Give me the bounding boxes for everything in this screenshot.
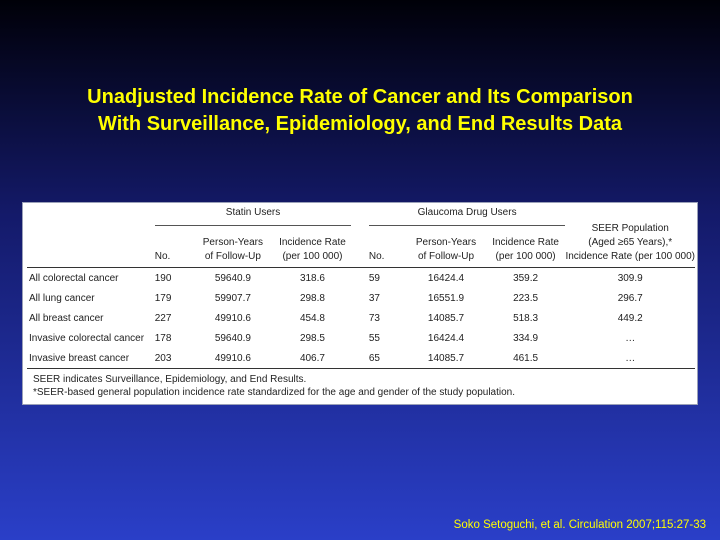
title-line-1: Unadjusted Incidence Rate of Cancer and … — [87, 86, 633, 108]
table-row: All lung cancer 179 59907.7 298.8 37 165… — [29, 292, 643, 304]
table-row: Invasive colorectal cancer 178 59640.9 2… — [29, 332, 636, 344]
footnote-asterisk: *SEER-based general population incidence… — [33, 387, 516, 398]
col-no: No. — [154, 251, 171, 262]
col-person-years: Person-Years of Follow-Up — [202, 237, 263, 262]
table-row: All breast cancer 227 49910.6 454.8 73 1… — [29, 312, 643, 324]
slide-title: Unadjusted Incidence Rate of Cancer and … — [0, 84, 720, 138]
seer-header-line-3: Incidence Rate (per 100 000) — [565, 251, 695, 262]
seer-header-line-2: (Aged ≥65 Years),* — [588, 237, 673, 248]
table-footnotes: SEER indicates Surveillance, Epidemiolog… — [33, 373, 515, 399]
table-row: Invasive breast cancer 203 49910.6 406.7… — [27, 348, 695, 369]
statin-group-header: Statin Users — [154, 207, 352, 226]
col-incidence-rate: Incidence Rate (per 100 000) — [492, 237, 559, 262]
footnote-seer: SEER indicates Surveillance, Epidemiolog… — [33, 374, 307, 385]
incidence-table: Statin Users Glaucoma Drug Users SEER Po… — [27, 207, 695, 369]
col-no: No. — [368, 251, 385, 262]
col-person-years: Person-Years of Follow-Up — [415, 237, 477, 262]
citation: Soko Setoguchi, et al. Circulation 2007;… — [453, 519, 706, 531]
table-row: All colorectal cancer 190 59640.9 318.6 … — [29, 272, 643, 284]
glaucoma-group-header: Glaucoma Drug Users — [368, 207, 566, 226]
column-header-row: No. Person-Years of Follow-Up Incidence R… — [27, 226, 695, 268]
seer-header-line-1: SEER Population — [591, 223, 669, 234]
seer-header: SEER Population (Aged ≥65 Years),* Incid… — [565, 207, 695, 268]
col-incidence-rate: Incidence Rate (per 100 000) — [279, 237, 346, 262]
title-line-2: With Surveillance, Epidemiology, and End… — [98, 113, 622, 135]
group-header-row: Statin Users Glaucoma Drug Users SEER Po… — [27, 207, 695, 262]
data-table-panel: Statin Users Glaucoma Drug Users SEER Po… — [22, 202, 698, 405]
